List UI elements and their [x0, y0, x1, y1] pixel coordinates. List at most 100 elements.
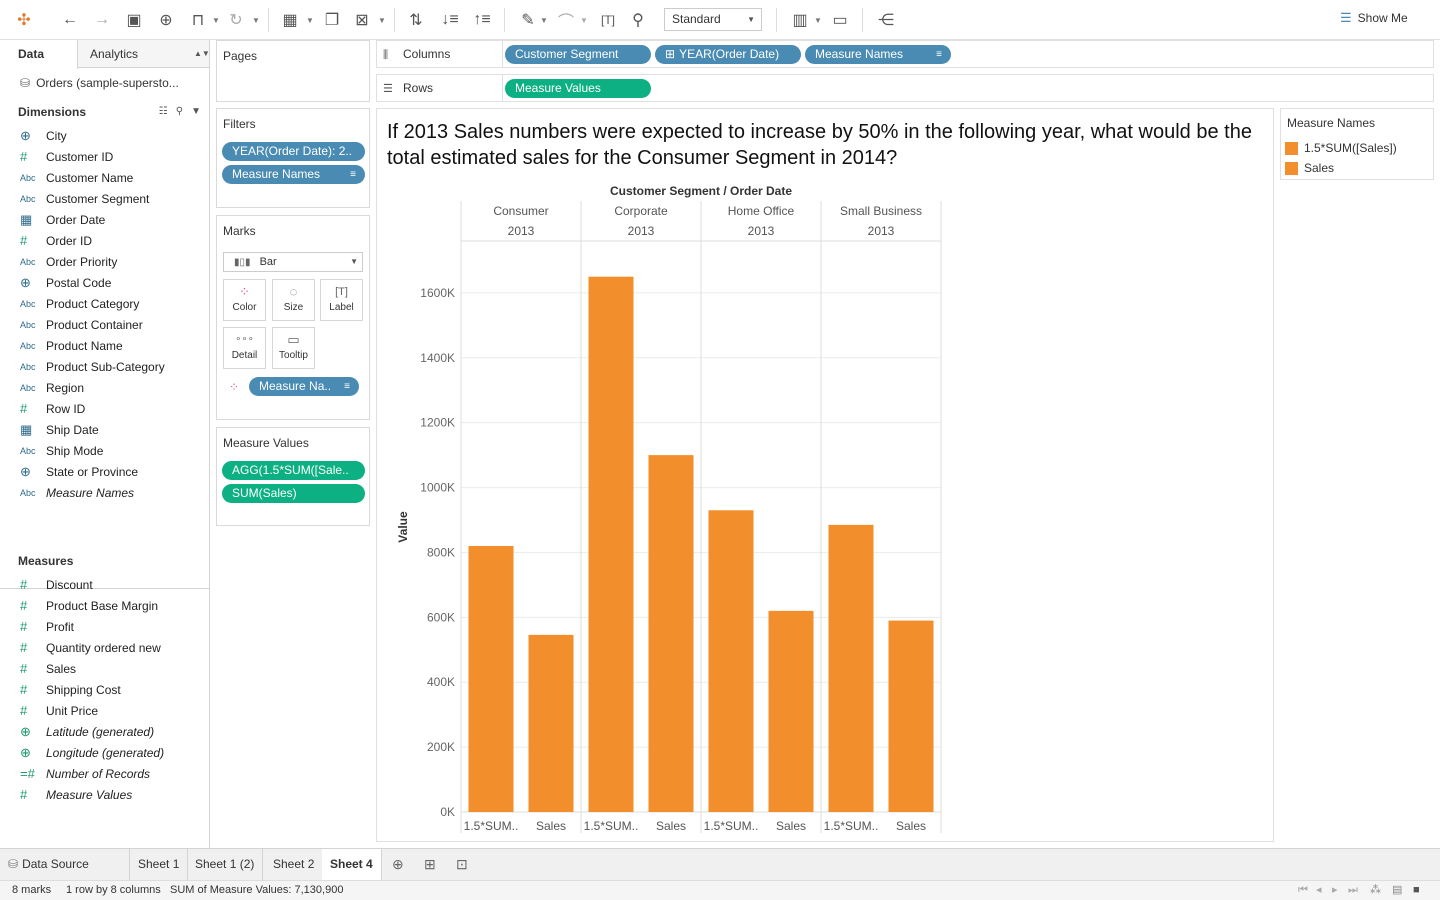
- search-icon[interactable]: ⚲: [176, 102, 183, 122]
- view-list-icon[interactable]: ☷: [159, 102, 168, 122]
- save-icon[interactable]: ▣: [122, 8, 146, 32]
- legend-item[interactable]: 1.5*SUM([Sales]): [1285, 141, 1397, 155]
- chevron-down-icon[interactable]: ▼: [252, 8, 260, 32]
- column-pill-measure-names[interactable]: Measure Names ≡: [805, 45, 951, 64]
- show-mark-labels-icon[interactable]: [T]: [596, 8, 620, 32]
- tab-sheet-1-2[interactable]: Sheet 1 (2): [187, 849, 263, 880]
- last-page-icon[interactable]: ⏭: [1348, 881, 1358, 900]
- color-button[interactable]: ⁘ Color: [223, 279, 266, 321]
- tab-sheet-2[interactable]: Sheet 2: [265, 849, 323, 880]
- dimension-field[interactable]: Abc Ship Mode: [0, 440, 209, 461]
- size-button[interactable]: ◌ Size: [272, 279, 315, 321]
- first-page-icon[interactable]: ⏮: [1298, 881, 1308, 900]
- pages-card[interactable]: Pages: [216, 40, 370, 102]
- show-cards-icon[interactable]: ▥: [788, 8, 812, 32]
- chevron-down-icon[interactable]: ▼: [540, 8, 548, 32]
- new-story-icon[interactable]: ⊡: [448, 849, 476, 880]
- sort-ascending-icon[interactable]: ↓≡: [438, 8, 462, 32]
- swap-rows-columns-icon[interactable]: ⇅: [404, 8, 428, 32]
- color-legend[interactable]: Measure Names 1.5*SUM([Sales]) Sales: [1280, 108, 1434, 180]
- measure-field[interactable]: ⊕ Latitude (generated): [0, 721, 209, 742]
- previous-page-icon[interactable]: ◂: [1316, 881, 1322, 900]
- sheet-sorter-icon[interactable]: ⁂: [1370, 881, 1381, 900]
- presentation-mode-icon[interactable]: ▭: [828, 8, 852, 32]
- filmstrip-icon[interactable]: ▤: [1392, 881, 1402, 900]
- pause-updates-icon[interactable]: ⊓: [186, 8, 210, 32]
- filters-card[interactable]: Filters YEAR(Order Date): 2.. Measure Na…: [216, 108, 370, 208]
- tab-data[interactable]: Data: [0, 40, 78, 69]
- tab-sheet-1[interactable]: Sheet 1: [130, 849, 188, 880]
- tooltip-button[interactable]: ▭ Tooltip: [272, 327, 315, 369]
- legend-item[interactable]: Sales: [1285, 161, 1334, 175]
- tab-sheet-4[interactable]: Sheet 4: [322, 849, 382, 880]
- duplicate-sheet-icon[interactable]: ❐: [320, 8, 344, 32]
- bar-chart[interactable]: Customer Segment / Order Date 0K 200K 400K 6…: [377, 109, 1273, 841]
- marks-pill-measure-names[interactable]: Measure Na.. ≡: [249, 377, 359, 396]
- measure-field[interactable]: # Measure Values: [0, 784, 209, 805]
- fit-dropdown[interactable]: Standard ▼: [664, 8, 762, 31]
- dimension-field[interactable]: ▦ Ship Date: [0, 419, 209, 440]
- dimension-field[interactable]: ⊕ City: [0, 125, 209, 146]
- dimension-field[interactable]: Abc Product Name: [0, 335, 209, 356]
- chevron-down-icon[interactable]: ▼: [212, 8, 220, 32]
- chevron-down-icon[interactable]: ▼: [378, 8, 386, 32]
- new-dashboard-icon[interactable]: ⊞: [416, 849, 444, 880]
- detail-button[interactable]: ∘∘∘ Detail: [223, 327, 266, 369]
- dimension-field[interactable]: Abc Measure Names: [0, 482, 209, 503]
- refresh-icon[interactable]: ↻: [224, 8, 248, 32]
- new-datasource-icon[interactable]: ⊕: [154, 8, 178, 32]
- measure-field[interactable]: # Quantity ordered new: [0, 637, 209, 658]
- undo-icon[interactable]: ←: [58, 8, 82, 32]
- filter-pill-measure-names[interactable]: Measure Names ≡: [222, 165, 365, 184]
- dimension-field[interactable]: Abc Customer Name: [0, 167, 209, 188]
- filter-pill-year[interactable]: YEAR(Order Date): 2..: [222, 142, 365, 161]
- redo-icon[interactable]: →: [90, 8, 114, 32]
- sort-descending-icon[interactable]: ↑≡: [470, 8, 494, 32]
- group-members-icon[interactable]: ⌒: [554, 8, 578, 32]
- dimension-field[interactable]: Abc Product Sub-Category: [0, 356, 209, 377]
- tableau-logo-icon[interactable]: ✣: [12, 8, 36, 32]
- column-pill-year-order-date[interactable]: ⊞ YEAR(Order Date): [655, 45, 801, 64]
- show-me-button[interactable]: ☰ Show Me: [1340, 10, 1408, 26]
- measure-value-pill-sales[interactable]: SUM(Sales): [222, 484, 365, 503]
- row-pill-measure-values[interactable]: Measure Values: [505, 79, 651, 98]
- measure-field[interactable]: # Profit: [0, 616, 209, 637]
- chevron-down-icon[interactable]: ▼: [814, 8, 822, 32]
- chevron-down-icon[interactable]: ▼: [580, 8, 588, 32]
- measure-field[interactable]: # Product Base Margin: [0, 595, 209, 616]
- measure-field[interactable]: # Discount: [0, 574, 209, 595]
- share-icon[interactable]: ⋲: [874, 8, 898, 32]
- measure-field[interactable]: # Sales: [0, 658, 209, 679]
- view-area[interactable]: If 2013 Sales numbers were expected to i…: [376, 108, 1274, 842]
- clear-sheet-icon[interactable]: ⊠: [350, 8, 374, 32]
- dimension-field[interactable]: # Customer ID: [0, 146, 209, 167]
- dimension-field[interactable]: Abc Order Priority: [0, 251, 209, 272]
- column-pill-customer-segment[interactable]: Customer Segment: [505, 45, 651, 64]
- dimension-field[interactable]: Abc Product Container: [0, 314, 209, 335]
- fix-axes-icon[interactable]: ⚲: [626, 8, 650, 32]
- dimension-field[interactable]: Abc Product Category: [0, 293, 209, 314]
- dimension-field[interactable]: ▦ Order Date: [0, 209, 209, 230]
- dimension-field[interactable]: # Order ID: [0, 230, 209, 251]
- datasource-item[interactable]: ⛁ Orders (sample-supersto...: [20, 76, 179, 90]
- next-page-icon[interactable]: ▸: [1332, 881, 1338, 900]
- chevron-down-icon[interactable]: ▼: [306, 8, 314, 32]
- new-worksheet-icon[interactable]: ▦: [278, 8, 302, 32]
- label-button[interactable]: [T] Label: [320, 279, 363, 321]
- highlight-icon[interactable]: ✎: [516, 8, 540, 32]
- dimension-field[interactable]: Abc Region: [0, 377, 209, 398]
- measure-field[interactable]: # Shipping Cost: [0, 679, 209, 700]
- measure-value-pill-agg[interactable]: AGG(1.5*SUM([Sale..: [222, 461, 365, 480]
- measure-field[interactable]: ⊕ Longitude (generated): [0, 742, 209, 763]
- tab-analytics[interactable]: Analytics: [90, 40, 138, 68]
- measure-field[interactable]: # Unit Price: [0, 700, 209, 721]
- menu-arrow-icon[interactable]: ▼: [191, 102, 201, 122]
- tabs-view-icon[interactable]: ■: [1413, 881, 1420, 900]
- mark-type-dropdown[interactable]: ▮▯▮ Bar ▼: [223, 252, 363, 272]
- rows-shelf[interactable]: ☰ Rows Measure Values: [376, 74, 1434, 102]
- measure-field[interactable]: =# Number of Records: [0, 763, 209, 784]
- dimension-field[interactable]: ⊕ State or Province: [0, 461, 209, 482]
- dimension-field[interactable]: # Row ID: [0, 398, 209, 419]
- columns-shelf[interactable]: ⫼ Columns Customer Segment ⊞ YEAR(Order Da…: [376, 40, 1434, 68]
- pane-menu-icon[interactable]: ▲▼: [194, 49, 210, 58]
